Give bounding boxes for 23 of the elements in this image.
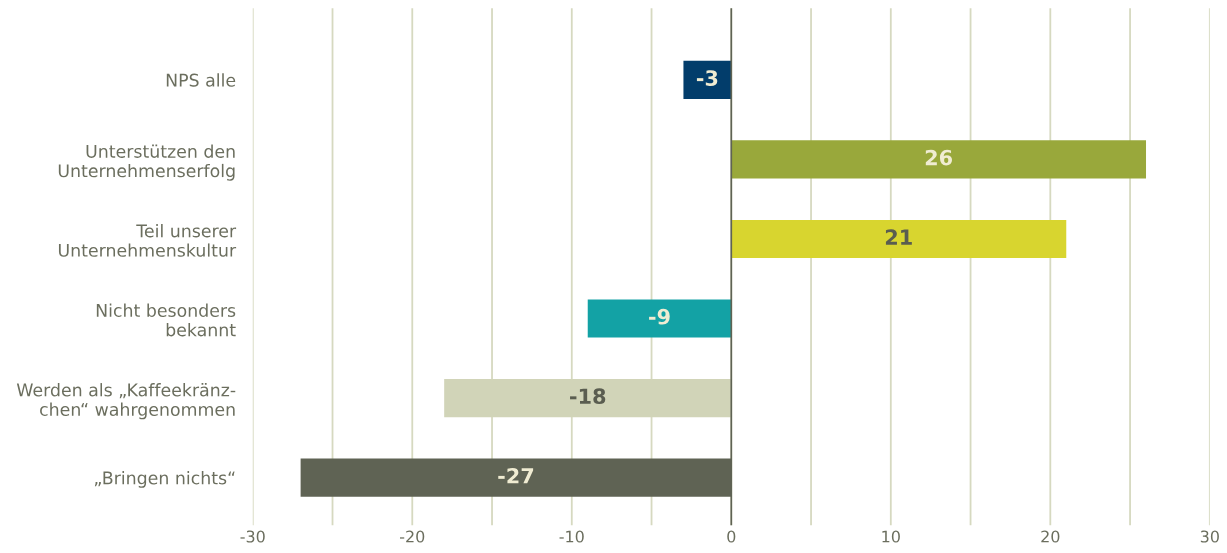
x-tick-label: 0 [727,530,736,543]
data-label: -9 [649,308,670,325]
bar [683,60,732,99]
y-tick-label: Teil unserer Unternehmenskultur [58,223,237,257]
data-label: 26 [925,149,953,166]
y-tick-label: „Bringen nichts“ [94,471,235,488]
data-label: -27 [498,467,534,484]
x-tick-label: 10 [882,530,900,543]
data-label: -18 [570,388,606,405]
bar [731,219,1067,259]
data-label: -3 [696,70,718,86]
data-label: 21 [885,229,912,245]
y-tick-label: Unterstützen den Unternehmenserfolg [58,144,235,181]
x-tick-label: -30 [240,530,265,543]
y-tick-label: Werden als „Kaffeekränz- chen“ wahrgenommen [16,383,236,420]
x-tick-label: 20 [1041,530,1060,543]
bar [731,140,1147,179]
bar [587,299,732,338]
y-tick-label: NPS alle [166,73,236,87]
x-tick-label: -10 [559,530,584,543]
x-tick-label: -20 [400,530,425,543]
y-tick-label: Nicht besonders bekannt [96,303,236,337]
x-tick-label: 30 [1200,530,1219,543]
